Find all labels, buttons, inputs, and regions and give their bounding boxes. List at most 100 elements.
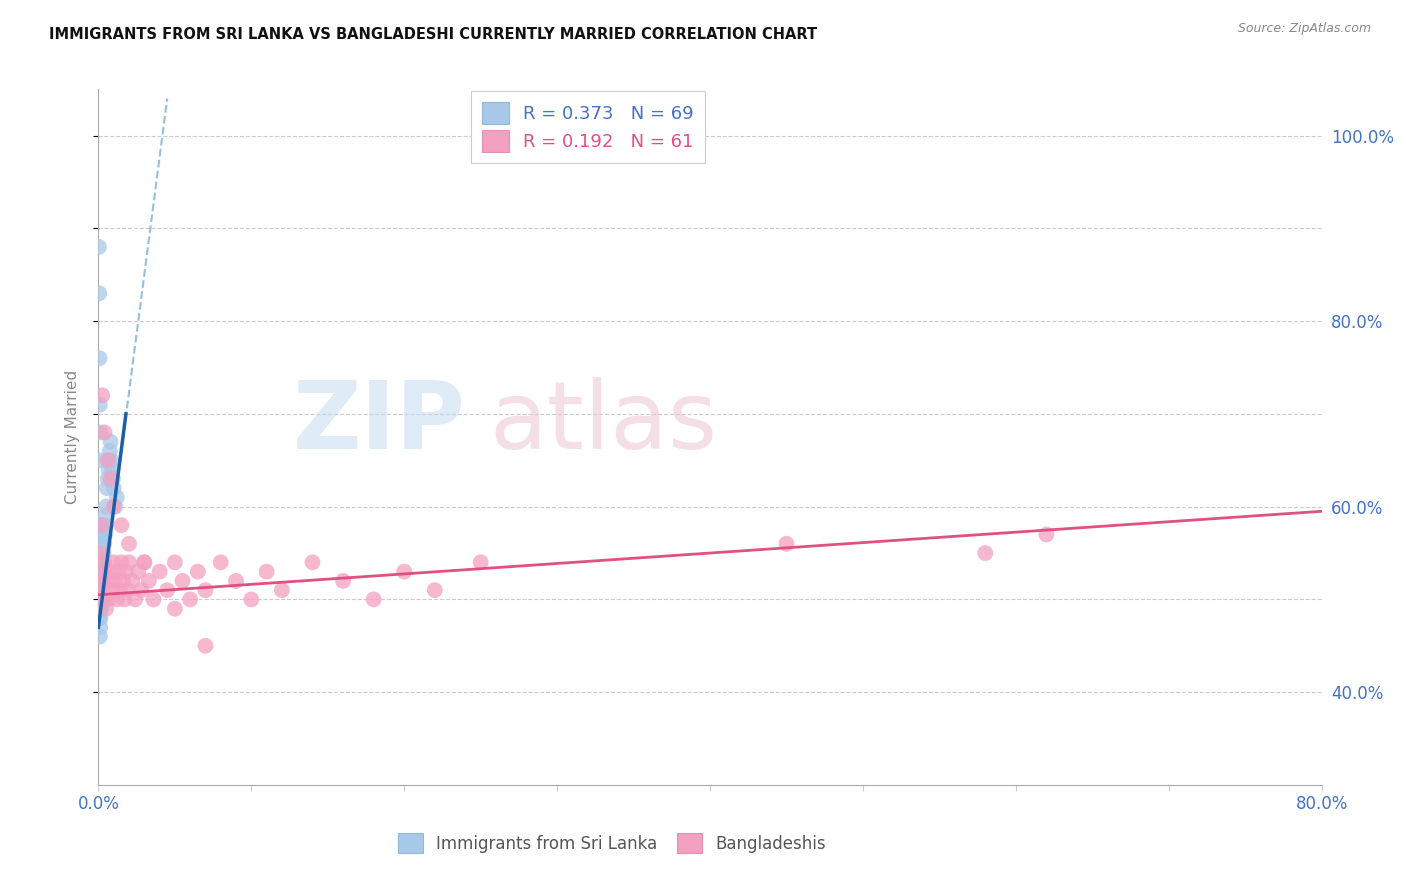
Point bbox=[108, 583, 131, 598]
Point bbox=[163, 601, 186, 615]
Point bbox=[332, 574, 354, 588]
Point bbox=[97, 462, 120, 476]
Point bbox=[89, 620, 111, 634]
Point bbox=[98, 444, 121, 458]
Point bbox=[87, 574, 110, 588]
Point bbox=[101, 472, 124, 486]
Point bbox=[93, 527, 115, 541]
Point bbox=[90, 574, 112, 588]
Point bbox=[91, 592, 114, 607]
Point bbox=[105, 592, 128, 607]
Point bbox=[101, 462, 124, 476]
Point bbox=[91, 565, 114, 579]
Point bbox=[134, 555, 156, 569]
Point bbox=[363, 592, 385, 607]
Legend: Immigrants from Sri Lanka, Bangladeshis: Immigrants from Sri Lanka, Bangladeshis bbox=[391, 827, 834, 860]
Point bbox=[91, 537, 114, 551]
Point bbox=[124, 592, 146, 607]
Point bbox=[90, 592, 112, 607]
Point bbox=[470, 555, 492, 569]
Point bbox=[90, 611, 112, 625]
Point bbox=[89, 565, 111, 579]
Point bbox=[118, 555, 141, 569]
Point bbox=[89, 546, 111, 560]
Point bbox=[423, 583, 446, 598]
Point bbox=[103, 481, 125, 495]
Point bbox=[256, 565, 278, 579]
Point bbox=[89, 565, 111, 579]
Point bbox=[115, 565, 138, 579]
Point bbox=[100, 453, 122, 467]
Point bbox=[107, 565, 129, 579]
Point bbox=[301, 555, 323, 569]
Point bbox=[91, 388, 114, 402]
Point bbox=[94, 508, 117, 523]
Point bbox=[103, 555, 125, 569]
Point bbox=[96, 481, 118, 495]
Text: IMMIGRANTS FROM SRI LANKA VS BANGLADESHI CURRENTLY MARRIED CORRELATION CHART: IMMIGRANTS FROM SRI LANKA VS BANGLADESHI… bbox=[49, 27, 817, 42]
Text: atlas: atlas bbox=[489, 377, 718, 469]
Point bbox=[89, 286, 111, 301]
Point bbox=[89, 537, 111, 551]
Point bbox=[194, 639, 217, 653]
Point bbox=[94, 527, 117, 541]
Point bbox=[90, 527, 112, 541]
Point bbox=[93, 537, 115, 551]
Point bbox=[89, 518, 111, 533]
Point bbox=[118, 537, 141, 551]
Point bbox=[90, 555, 112, 569]
Text: ZIP: ZIP bbox=[292, 377, 465, 469]
Point bbox=[97, 472, 120, 486]
Point bbox=[121, 574, 143, 588]
Point bbox=[89, 601, 111, 615]
Point bbox=[775, 537, 797, 551]
Point bbox=[100, 434, 122, 449]
Point bbox=[91, 555, 114, 569]
Point bbox=[89, 565, 111, 579]
Point bbox=[89, 574, 111, 588]
Point bbox=[89, 583, 111, 598]
Point bbox=[97, 453, 120, 467]
Point bbox=[90, 565, 112, 579]
Point bbox=[117, 583, 139, 598]
Point bbox=[89, 398, 111, 412]
Point bbox=[90, 574, 112, 588]
Point bbox=[90, 565, 112, 579]
Point bbox=[100, 472, 122, 486]
Point bbox=[89, 611, 111, 625]
Point bbox=[105, 491, 128, 505]
Point bbox=[142, 592, 165, 607]
Point bbox=[90, 574, 112, 588]
Point bbox=[134, 555, 156, 569]
Point bbox=[149, 565, 172, 579]
Point bbox=[91, 546, 114, 560]
Point bbox=[91, 565, 114, 579]
Point bbox=[90, 453, 112, 467]
Point bbox=[974, 546, 997, 560]
Point bbox=[89, 537, 111, 551]
Point bbox=[187, 565, 209, 579]
Point bbox=[101, 583, 124, 598]
Point bbox=[90, 518, 112, 533]
Point bbox=[100, 565, 122, 579]
Point bbox=[127, 565, 149, 579]
Point bbox=[209, 555, 232, 569]
Point bbox=[89, 592, 111, 607]
Point bbox=[93, 546, 115, 560]
Point bbox=[91, 555, 114, 569]
Point bbox=[90, 574, 112, 588]
Point bbox=[89, 425, 111, 440]
Point bbox=[89, 601, 111, 615]
Point bbox=[93, 425, 115, 440]
Point bbox=[91, 546, 114, 560]
Point bbox=[91, 574, 114, 588]
Point bbox=[270, 583, 292, 598]
Point bbox=[89, 555, 111, 569]
Point bbox=[89, 546, 111, 560]
Point bbox=[90, 555, 112, 569]
Point bbox=[94, 500, 117, 514]
Point bbox=[87, 546, 110, 560]
Point bbox=[103, 500, 125, 514]
Point bbox=[89, 630, 111, 644]
Point bbox=[138, 574, 160, 588]
